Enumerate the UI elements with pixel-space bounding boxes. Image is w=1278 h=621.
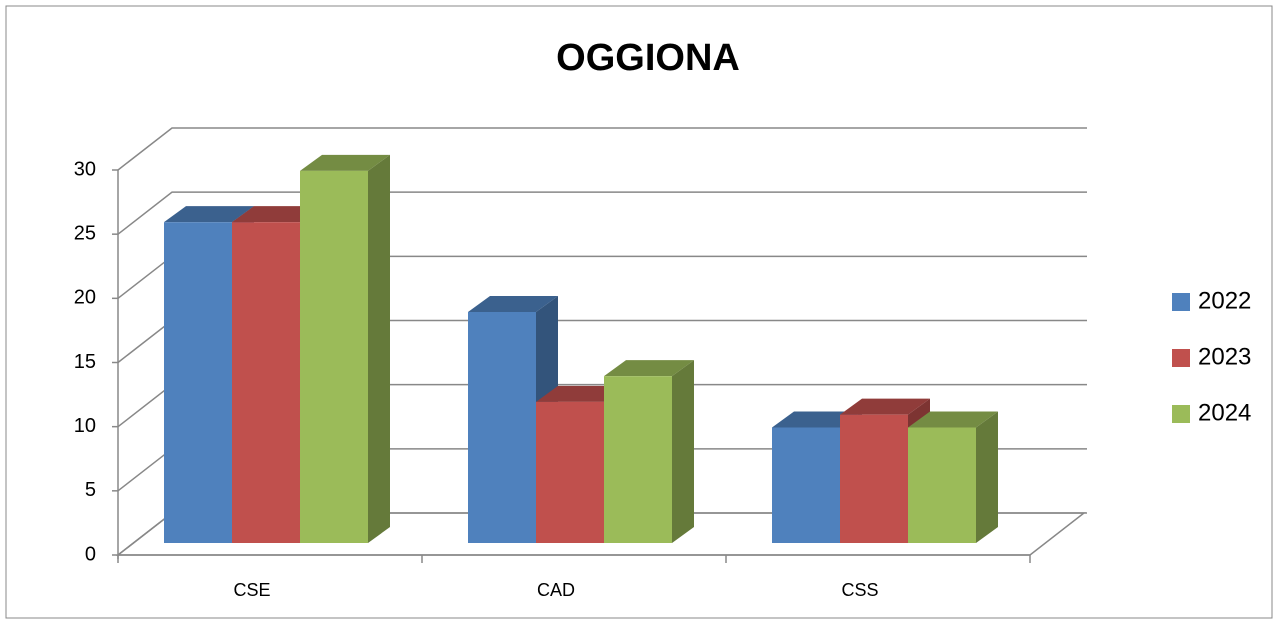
bar (908, 411, 998, 543)
legend-swatch (1172, 293, 1190, 311)
bar-top (840, 398, 930, 415)
bar-top (908, 411, 998, 428)
bar-top (772, 411, 862, 428)
bar-front (908, 427, 976, 543)
bar-top (232, 206, 322, 223)
grid-line (117, 191, 1087, 235)
bar-front (772, 427, 840, 543)
bar-side (368, 154, 390, 544)
y-tick-label: 30 (74, 158, 96, 180)
bar-top (468, 296, 558, 312)
bar-front (604, 376, 672, 543)
x-tick-label: CSE (233, 580, 270, 600)
bar-front (840, 414, 908, 543)
bar (604, 360, 694, 543)
chart-title: OGGIONA (556, 37, 740, 79)
bar (300, 154, 390, 544)
bar-side (976, 411, 998, 543)
grid-line (117, 127, 1087, 171)
bar-front (536, 401, 604, 543)
y-tick-label: 0 (85, 543, 96, 565)
y-tick-label: 15 (74, 351, 96, 373)
y-tick-label: 10 (74, 415, 96, 437)
bar-front (232, 222, 300, 543)
legend-label: 2023 (1198, 343, 1251, 370)
y-tick-label: 25 (74, 222, 96, 244)
bar-top (164, 206, 254, 223)
legend-swatch (1172, 405, 1190, 423)
legend-swatch (1172, 349, 1190, 367)
legend-label: 2022 (1198, 287, 1251, 314)
bar-front (164, 222, 232, 543)
bar-top (536, 385, 626, 402)
y-tick-label: 5 (85, 479, 96, 501)
x-tick-label: CSS (841, 580, 878, 600)
bar-side (672, 360, 694, 543)
bar-front (468, 312, 536, 543)
bar-top (300, 154, 390, 171)
legend-label: 2024 (1198, 399, 1251, 426)
bar-front (300, 170, 368, 544)
x-tick-label: CAD (537, 580, 575, 600)
bar-top (604, 360, 694, 377)
y-tick-label: 20 (74, 287, 96, 309)
